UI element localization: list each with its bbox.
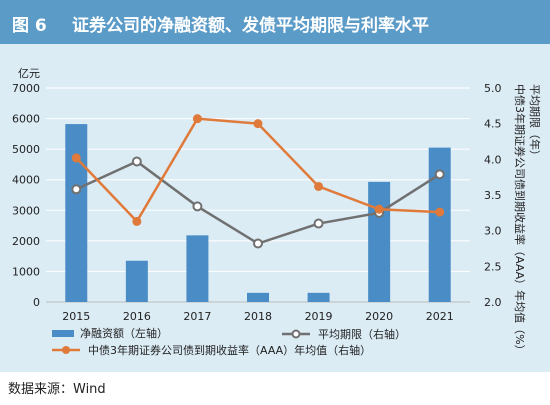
left-tick-label: 0 <box>33 296 40 309</box>
bar <box>186 235 209 302</box>
bar <box>368 181 391 302</box>
chart: 亿元 0 1000 2000 3000 4000 5000 6000 7000 2.0 2.5 3.0… <box>12 67 542 357</box>
right-tick-label: 3.5 <box>484 189 502 202</box>
line-point <box>192 114 202 124</box>
right-tick-label: 4.0 <box>484 153 502 166</box>
figure-title: 证券公司的净融资额、发债平均期限与利率水平 <box>72 16 429 36</box>
figure-number: 图 6 <box>12 16 47 36</box>
line-point <box>131 156 142 167</box>
right-axis-title-inner: 平均期限（年） <box>528 84 542 161</box>
figure-panel: 图 6 证券公司的净融资额、发债平均期限与利率水平 亿元 0 1000 2000 300… <box>0 0 550 372</box>
line-point <box>374 204 384 214</box>
bar <box>247 292 269 302</box>
line-point <box>71 184 82 195</box>
left-tick-label: 6000 <box>12 113 40 126</box>
line-point <box>132 216 142 226</box>
data-source-note: 数据来源：Wind <box>8 382 106 397</box>
line-point <box>313 218 324 229</box>
line-point <box>314 181 324 191</box>
bar <box>65 124 88 303</box>
left-tick-label: 5000 <box>12 143 40 156</box>
line-point <box>71 153 81 163</box>
right-tick-label: 4.5 <box>484 118 502 131</box>
figure-title-bar: 图 6 证券公司的净融资额、发债平均期限与利率水平 <box>0 0 550 44</box>
bar <box>428 147 451 302</box>
left-axis-unit: 亿元 <box>18 67 40 80</box>
line-point <box>434 169 445 180</box>
line-point <box>253 238 263 249</box>
x-tick-label: 2020 <box>365 310 393 323</box>
legend-swatch-marker <box>291 329 301 339</box>
left-tick-label: 4000 <box>12 174 40 187</box>
legend-swatch-marker <box>62 346 70 354</box>
right-tick-label: 3.0 <box>484 225 502 238</box>
line-point <box>192 201 203 212</box>
right-axis-title-outer: 中债3年期证券公司债到期收益率（AAA）年均值（%） <box>513 84 527 356</box>
line-point <box>435 207 445 217</box>
left-tick-label: 1000 <box>12 265 40 278</box>
right-tick-label: 5.0 <box>484 82 502 95</box>
legend-label: 中债3年期证券公司债到期收益率（AAA）年均值（右轴） <box>88 343 371 357</box>
bar <box>125 260 148 302</box>
left-tick-label: 3000 <box>12 204 40 217</box>
x-tick-label: 2018 <box>244 310 272 323</box>
legend-swatch-bar <box>52 330 74 337</box>
x-tick-label: 2021 <box>426 310 454 323</box>
bar <box>307 292 330 302</box>
left-tick-label: 7000 <box>12 82 40 95</box>
x-tick-label: 2017 <box>183 310 211 323</box>
right-tick-label: 2.5 <box>484 260 502 273</box>
x-tick-label: 2016 <box>123 310 151 323</box>
line-point <box>253 119 263 129</box>
left-tick-label: 2000 <box>12 235 40 248</box>
legend-label: 净融资额（左轴） <box>80 326 168 340</box>
x-tick-label: 2015 <box>62 310 90 323</box>
right-tick-label: 2.0 <box>484 296 502 309</box>
x-tick-label: 2019 <box>305 310 333 323</box>
legend-label: 平均期限（右轴） <box>318 327 406 341</box>
